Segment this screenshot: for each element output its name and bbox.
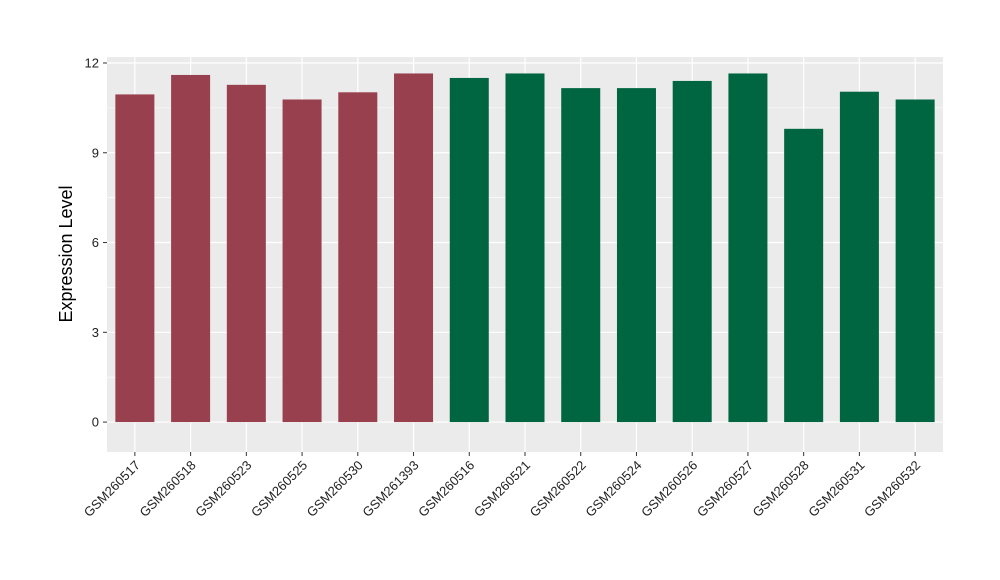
x-tick-label: GSM260525	[248, 458, 310, 520]
bar-GSM261393	[394, 73, 434, 423]
x-tick-label: GSM260517	[81, 458, 143, 520]
y-tick-label: 3	[92, 325, 99, 340]
y-axis: 0 3 6 9 12	[85, 55, 107, 430]
y-axis-title: Expression Level	[56, 185, 76, 322]
x-tick-label: GSM260526	[638, 458, 700, 520]
y-tick-label: 0	[92, 415, 99, 430]
bar-GSM260526	[672, 80, 712, 423]
x-tick-label: GSM260531	[805, 458, 867, 520]
bar-GSM260528	[784, 128, 824, 423]
bar-GSM260521	[505, 73, 545, 423]
bar-GSM260523	[226, 84, 266, 423]
y-tick-label: 9	[92, 145, 99, 160]
x-tick-label: GSM261393	[359, 458, 421, 520]
x-tick-label: GSM260523	[192, 458, 254, 520]
x-tick-label: GSM260527	[694, 458, 756, 520]
bar-GSM260530	[338, 92, 378, 423]
x-tick-label: GSM260524	[582, 458, 644, 520]
bar-GSM260531	[839, 91, 879, 423]
y-tick-label: 12	[85, 55, 99, 70]
y-tick-label: 6	[92, 235, 99, 250]
x-axis: GSM260517GSM260518GSM260523GSM260525GSM2…	[81, 452, 923, 520]
bar-GSM260516	[449, 77, 489, 423]
bar-GSM260517	[115, 94, 155, 423]
x-tick-label: GSM260518	[136, 458, 198, 520]
bar-GSM260524	[616, 88, 656, 423]
bar-GSM260527	[728, 73, 768, 423]
bar-GSM260525	[282, 99, 322, 423]
bar-GSM260522	[561, 88, 601, 423]
x-tick-label: GSM260528	[750, 458, 812, 520]
bars	[115, 73, 935, 423]
bar-GSM260518	[171, 74, 211, 423]
x-tick-label: GSM260516	[415, 458, 477, 520]
x-tick-label: GSM260530	[304, 458, 366, 520]
bar-GSM260532	[895, 99, 935, 423]
x-tick-label: GSM260521	[471, 458, 533, 520]
x-tick-label: GSM260522	[527, 458, 589, 520]
x-tick-label: GSM260532	[861, 458, 923, 520]
